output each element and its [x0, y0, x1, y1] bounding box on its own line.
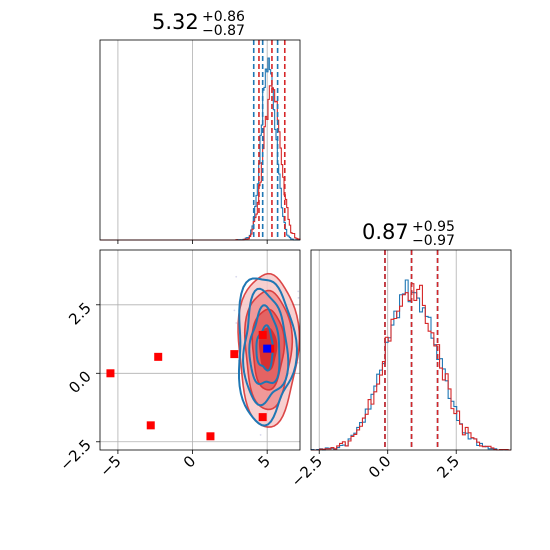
red-marker-1 — [154, 352, 163, 361]
hist-1-title-value: 5.32 — [152, 10, 199, 34]
hist-panel-1 — [99, 39, 301, 244]
hist-1-title-plus: +0.86 — [202, 9, 245, 25]
scatter-y-tick-label-1: 0.0 — [65, 367, 95, 397]
red-marker-0 — [106, 369, 115, 378]
hist-1-title: 5.32 +0.86 −0.87 — [152, 10, 245, 38]
scatter-panel: −5 0 5 −2.5 0.0 2.5 — [56, 249, 301, 480]
red-marker-5 — [258, 413, 267, 422]
hist-1-grid — [117, 40, 268, 240]
red-marker-6 — [258, 330, 267, 339]
blue-contour-level-0 — [237, 277, 298, 427]
hist-1-background — [100, 40, 300, 240]
hist-2-title-minus: −0.97 — [412, 233, 455, 249]
hist-2-x-tick-label-0: −2.5 — [288, 452, 326, 490]
blue-contour-level-1 — [242, 287, 290, 407]
hist-panel-2: −2.5 0.0 2.5 — [288, 249, 512, 491]
hist-2-title-value: 0.87 — [362, 220, 409, 244]
sample-point — [235, 322, 238, 324]
scatter-x-tick-label-2: 5 — [255, 452, 274, 471]
scatter-x-tick-label-1: 0 — [180, 452, 199, 471]
red-marker-3 — [206, 432, 215, 441]
sample-point — [297, 290, 300, 293]
hist-2-frame — [310, 249, 512, 451]
hist-2-title: 0.87 +0.95 −0.97 — [362, 220, 455, 248]
hist-2-x-tick-label-2: 2.5 — [433, 452, 463, 482]
blue-contour-level-3 — [255, 324, 274, 372]
hist-2-quantile-lines — [384, 250, 439, 450]
red-marker-4 — [230, 350, 239, 359]
sample-point — [235, 275, 238, 278]
red-marker-2 — [146, 421, 155, 430]
hist-1-frame — [99, 39, 301, 241]
hist-2-x-tick-label-1: 0.0 — [365, 452, 395, 482]
sample-point — [233, 309, 236, 312]
hist-2-title-plus: +0.95 — [412, 219, 455, 235]
hist-1-quantile-lines — [252, 40, 286, 240]
hist-1-title-minus: −0.87 — [202, 23, 245, 39]
hist-1-ticks — [117, 240, 268, 244]
sample-point — [297, 296, 300, 299]
scatter-markers — [106, 330, 275, 441]
sample-point — [259, 434, 262, 436]
scatter-y-tick-label-0: −2.5 — [56, 436, 94, 474]
blue-marker — [263, 344, 272, 353]
hist-2-ticks: −2.5 0.0 2.5 — [288, 450, 463, 491]
blue-contour-level-2 — [248, 304, 281, 386]
scatter-x-tick-label-0: −5 — [96, 452, 124, 480]
scatter-frame — [99, 249, 301, 451]
scatter-y-tick-label-2: 2.5 — [65, 299, 95, 329]
